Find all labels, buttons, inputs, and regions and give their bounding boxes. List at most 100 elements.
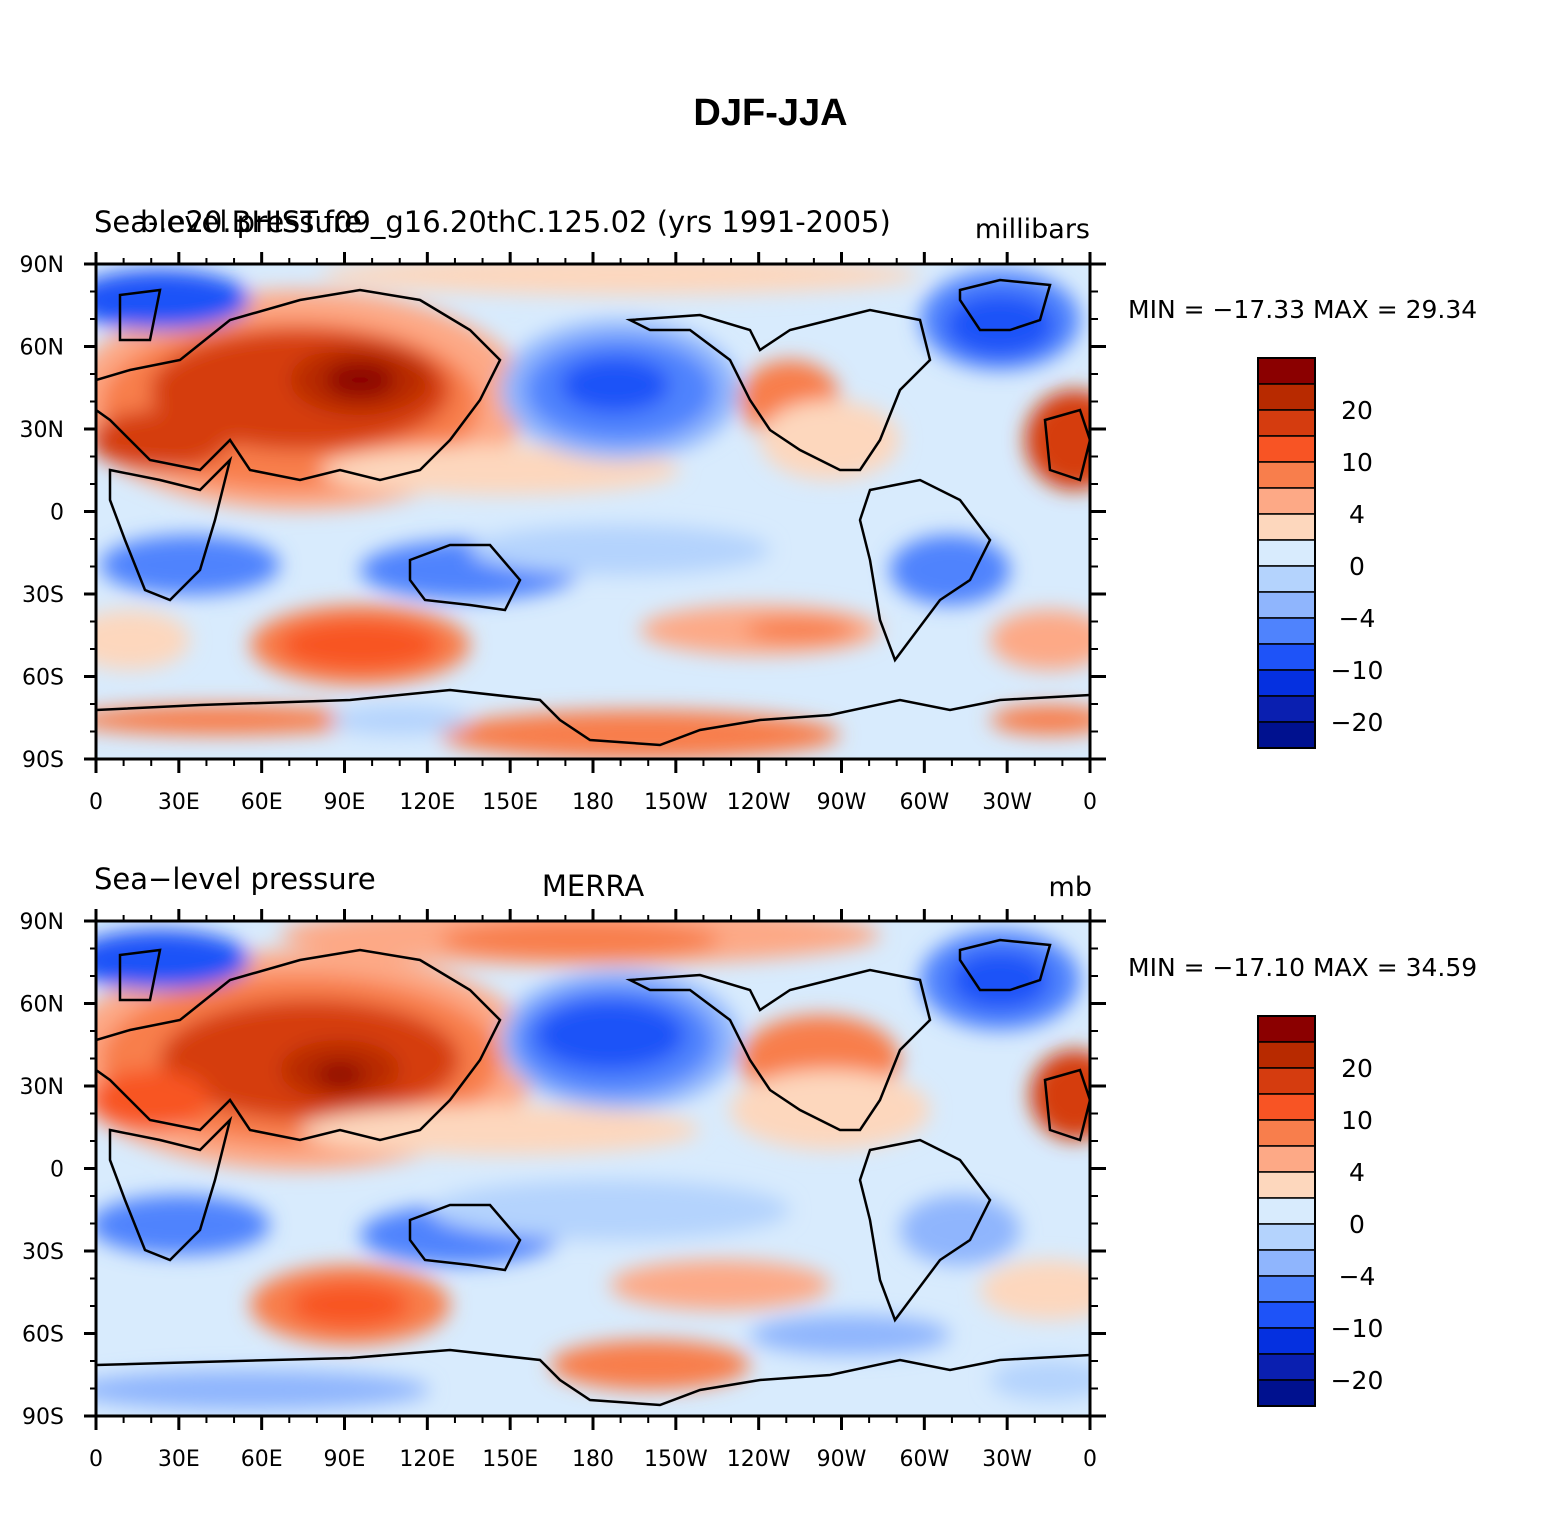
colorbar-swatch bbox=[1257, 435, 1316, 463]
colorbar-swatch bbox=[1257, 487, 1316, 515]
panel-2-colorbar: 20 10 4 0 −4 −10 −20 bbox=[1257, 1015, 1384, 1407]
panel-1-colorbar-label: 10 bbox=[1341, 448, 1373, 477]
colorbar-swatch bbox=[1257, 1119, 1316, 1147]
panel-1-lat-tick-label: 60S bbox=[22, 666, 64, 691]
panel-2-lat-tick-label: 90N bbox=[20, 910, 64, 935]
panel-1-min-max: MIN = −17.33 MAX = 29.34 bbox=[1128, 295, 1477, 324]
panel-1-axes: 90N 60N 30N 0 30S 60S 90S 0 30E 60E 90E 120E 150E 180… bbox=[20, 252, 1106, 815]
colorbar-swatch bbox=[1257, 539, 1316, 567]
colorbar-swatch bbox=[1257, 1249, 1316, 1277]
colorbar-swatch bbox=[1257, 1093, 1316, 1121]
colorbar-swatch bbox=[1257, 565, 1316, 593]
panel-2-colorbar-label: −20 bbox=[1331, 1366, 1384, 1395]
colorbar-swatch bbox=[1257, 1275, 1316, 1303]
panel-2-colorbar-label: −4 bbox=[1339, 1262, 1376, 1291]
panel-2-lon-tick-label: 30W bbox=[982, 1447, 1032, 1472]
panel-2-lat-tick-label: 60N bbox=[20, 993, 64, 1018]
colorbar-swatch bbox=[1257, 1353, 1316, 1381]
panel-1-lon-tick-label: 0 bbox=[89, 790, 103, 815]
map-panel-2: Sea−level pressure MERRA mb bbox=[20, 862, 1478, 1472]
panel-2-lon-tick-label: 180 bbox=[572, 1447, 614, 1472]
panel-1-lat-tick-label: 30S bbox=[22, 583, 64, 608]
panel-2-lat-tick-label: 0 bbox=[50, 1158, 64, 1183]
colorbar-frame bbox=[1257, 1015, 1316, 1407]
panel-1-left-title: Sea-level pressure bbox=[94, 205, 362, 239]
colorbar-swatch bbox=[1257, 1171, 1316, 1199]
panel-1-lat-tick-label: 90S bbox=[22, 748, 64, 773]
panel-1-lon-tick-label: 150W bbox=[644, 790, 708, 815]
colorbar-swatch bbox=[1257, 591, 1316, 619]
panel-2-axes: 90N 60N 30N 0 30S 60S 90S 0 30E 60E 90E 120E 150E 180… bbox=[20, 909, 1106, 1472]
colorbar-swatch bbox=[1257, 617, 1316, 645]
panel-2-lat-tick-label: 30S bbox=[22, 1240, 64, 1265]
map-panel-1: Sea-level pressure b.e20.BHIST.f09_g16.2… bbox=[20, 205, 1478, 815]
colorbar-swatch bbox=[1257, 643, 1316, 671]
colorbar-swatch bbox=[1257, 1301, 1316, 1329]
panel-2-lon-tick-label: 90W bbox=[817, 1447, 867, 1472]
colorbar-swatch bbox=[1257, 1145, 1316, 1173]
panel-1-lon-tick-label: 90W bbox=[817, 790, 867, 815]
panel-1-lat-tick-label: 60N bbox=[20, 336, 64, 361]
panel-2-anomaly-blobs bbox=[96, 921, 1090, 1410]
colorbar-swatch bbox=[1257, 695, 1316, 723]
colorbar-swatch bbox=[1257, 1067, 1316, 1095]
panel-1-lon-tick-label: 60W bbox=[899, 790, 949, 815]
figure-title: DJF-JJA bbox=[693, 92, 848, 134]
colorbar-swatch bbox=[1257, 669, 1316, 697]
panel-1-lon-tick-label: 30E bbox=[158, 790, 200, 815]
panel-2-contour-field bbox=[96, 921, 1090, 1416]
panel-2-lon-tick-label: 120E bbox=[399, 1447, 455, 1472]
panel-2-left-title: Sea−level pressure bbox=[94, 862, 376, 896]
panel-2-coastlines bbox=[96, 938, 1090, 1407]
colorbar-swatch bbox=[1257, 1327, 1316, 1355]
panel-2-lon-tick-label: 120W bbox=[727, 1447, 791, 1472]
panel-1-lat-tick-label: 0 bbox=[50, 501, 64, 526]
colorbar-swatch bbox=[1257, 721, 1316, 749]
panel-2-lat-tick-label: 30N bbox=[20, 1075, 64, 1100]
colorbar-swatch bbox=[1257, 513, 1316, 541]
panel-1-lon-tick-label: 120W bbox=[727, 790, 791, 815]
colorbar-swatch bbox=[1257, 409, 1316, 437]
panel-1-lon-tick-label: 180 bbox=[572, 790, 614, 815]
panel-2-colorbar-label: 4 bbox=[1349, 1158, 1365, 1187]
panel-1-coastlines bbox=[96, 278, 1090, 747]
panel-1-colorbar-label: 20 bbox=[1341, 396, 1373, 425]
panel-2-lat-tick-label: 60S bbox=[22, 1323, 64, 1348]
panel-2-colorbar-label: −10 bbox=[1331, 1314, 1384, 1343]
panel-2-lon-tick-label: 0 bbox=[89, 1447, 103, 1472]
panel-2-colorbar-label: 20 bbox=[1341, 1054, 1373, 1083]
panel-1-colorbar-label: −20 bbox=[1331, 708, 1384, 737]
panel-1-lon-tick-label: 60E bbox=[241, 790, 283, 815]
colorbar-swatch bbox=[1257, 1041, 1316, 1069]
colorbar-swatch bbox=[1257, 1223, 1316, 1251]
panel-2-colorbar-label: 0 bbox=[1349, 1210, 1365, 1239]
panel-2-lon-tick-label: 150W bbox=[644, 1447, 708, 1472]
panel-2-min-max: MIN = −17.10 MAX = 34.59 bbox=[1128, 953, 1477, 982]
panel-2-lat-tick-label: 90S bbox=[22, 1405, 64, 1430]
colorbar-swatch bbox=[1257, 1197, 1316, 1225]
panel-2-center-title: MERRA bbox=[542, 869, 644, 903]
colorbar-swatch bbox=[1257, 1379, 1316, 1407]
colorbar-swatch bbox=[1257, 357, 1316, 385]
panel-1-colorbar-label: 4 bbox=[1349, 500, 1365, 529]
panel-1-colorbar-label: −4 bbox=[1339, 604, 1376, 633]
panel-2-lon-tick-label: 0 bbox=[1083, 1447, 1097, 1472]
colorbar-frame bbox=[1257, 357, 1316, 749]
panel-1-contour-field bbox=[96, 264, 1090, 759]
panel-1-lon-tick-label: 120E bbox=[399, 790, 455, 815]
panel-2-units: mb bbox=[1049, 872, 1092, 903]
panel-1-lon-tick-label: 0 bbox=[1083, 790, 1097, 815]
panel-1-colorbar: 20 10 4 0 −4 −10 −20 bbox=[1257, 357, 1384, 749]
panel-2-lon-tick-label: 30E bbox=[158, 1447, 200, 1472]
panel-2-colorbar-label: 10 bbox=[1341, 1106, 1373, 1135]
colorbar-swatch bbox=[1257, 383, 1316, 411]
panel-2-lon-tick-label: 90E bbox=[324, 1447, 366, 1472]
panel-1-anomaly-blobs bbox=[96, 264, 1090, 759]
panel-1-colorbar-label: 0 bbox=[1349, 552, 1365, 581]
panel-1-lon-tick-label: 30W bbox=[982, 790, 1032, 815]
panel-1-lat-tick-label: 90N bbox=[20, 253, 64, 278]
panel-1-lat-tick-label: 30N bbox=[20, 418, 64, 443]
panel-1-colorbar-label: −10 bbox=[1331, 656, 1384, 685]
panel-2-lon-tick-label: 150E bbox=[482, 1447, 538, 1472]
